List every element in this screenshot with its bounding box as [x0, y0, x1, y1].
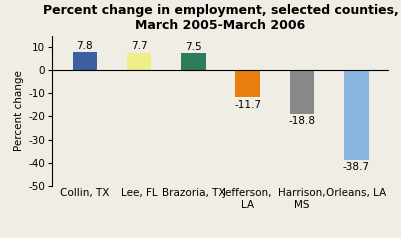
Bar — [290, 70, 314, 114]
Text: -11.7: -11.7 — [234, 99, 261, 109]
Text: 7.8: 7.8 — [77, 41, 93, 51]
Text: 7.5: 7.5 — [185, 42, 202, 52]
Text: 7.7: 7.7 — [131, 41, 148, 51]
Text: -18.8: -18.8 — [289, 116, 316, 126]
Bar — [181, 53, 206, 70]
Bar — [235, 70, 260, 97]
Bar — [73, 52, 97, 70]
Title: Percent change in employment, selected counties,
March 2005-March 2006: Percent change in employment, selected c… — [43, 4, 399, 32]
Text: -38.7: -38.7 — [343, 162, 370, 172]
Y-axis label: Percent change: Percent change — [14, 70, 24, 151]
Bar — [127, 53, 151, 70]
Bar — [344, 70, 369, 159]
